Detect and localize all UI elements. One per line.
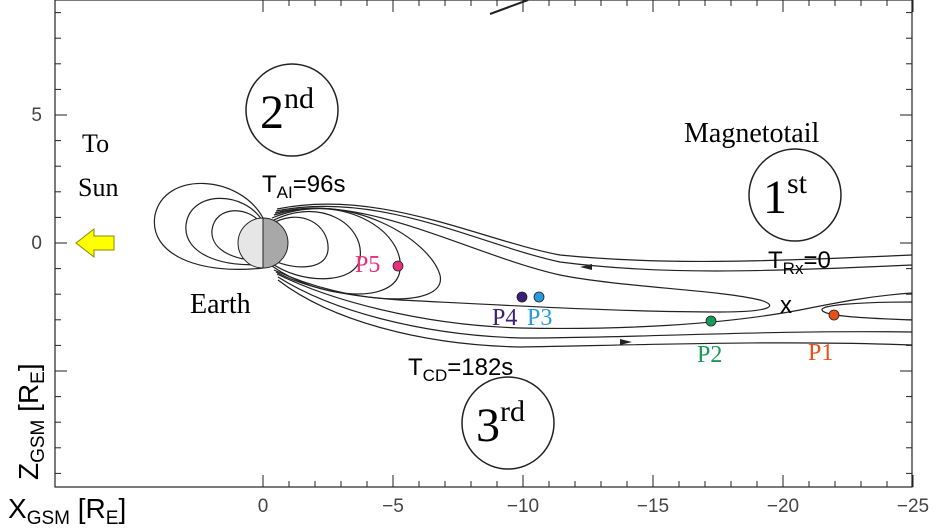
time-rest: =0 [803,247,830,274]
label-end: ] [118,493,126,524]
x-tick-label: −5 [382,496,404,517]
time-main: T [768,247,783,274]
label-mid: [R [13,384,44,420]
probe-dot [393,261,403,271]
label-main: Z [13,463,44,480]
x-axis-label: XGSM [RE] [8,493,126,528]
x-tick-label: −15 [637,496,669,517]
step-time: TRx=0 [768,247,831,278]
y-tick-label: 0 [31,233,42,254]
probe-dot [706,316,716,326]
probe-dot [829,310,839,320]
y-axis-label: ZGSM [RE] [13,363,49,480]
sun-arrow [76,229,114,257]
step-num: 3 [476,399,500,452]
step-time: TCD=182s [408,354,513,385]
label-end: ] [13,363,44,371]
label-main: X [8,493,27,524]
step-sup: rd [500,395,525,428]
probes: P1 P2 P3 P4 P5 [355,252,839,368]
step-num: 1 [763,171,787,224]
probe-label: P5 [355,252,380,278]
magnetotail-diagram: 0 −5 −10 −15 −20 −25 5 0 To Sun Earth Magnetota… [0,0,942,528]
magnetotail-label: Magnetotail [684,118,820,149]
step-sup: st [787,167,808,200]
sun-label: Sun [78,173,118,202]
earth-label: Earth [190,289,251,320]
time-sub: AI [277,183,293,202]
top-line [490,0,528,14]
label-sub: E [28,371,49,384]
step-num: 2 [260,86,284,139]
x-tick-label: −25 [897,496,929,517]
x-tick-label: −20 [767,496,799,517]
label-mid: [R [70,493,106,524]
earth-day [238,218,263,268]
flow-arrow [620,339,632,345]
y-tick-label: 5 [31,105,42,126]
label-sub: E [106,508,119,528]
step-time: TAI=96s [262,171,345,202]
x-point-label: x [780,292,792,319]
probe-label: P4 [492,305,517,331]
to-label: To [82,129,109,158]
time-rest: =96s [293,171,346,198]
earth [238,218,288,268]
time-main: T [262,171,277,198]
probe-label: P2 [697,342,722,368]
label-sub: GSM [28,420,49,463]
time-rest: =182s [447,354,513,381]
probe-dot [517,292,527,302]
time-sub: CD [423,366,448,385]
earth-night [263,218,288,268]
time-sub: Rx [783,259,804,278]
probe-label: P1 [808,340,833,366]
time-main: T [408,354,423,381]
step-sup: nd [284,82,314,115]
field-line [277,274,912,328]
x-tick-label: −10 [507,496,539,517]
probe-dot [534,292,544,302]
probe-label: P3 [527,305,552,331]
label-sub: GSM [27,508,70,528]
x-tick-label: 0 [258,496,269,517]
